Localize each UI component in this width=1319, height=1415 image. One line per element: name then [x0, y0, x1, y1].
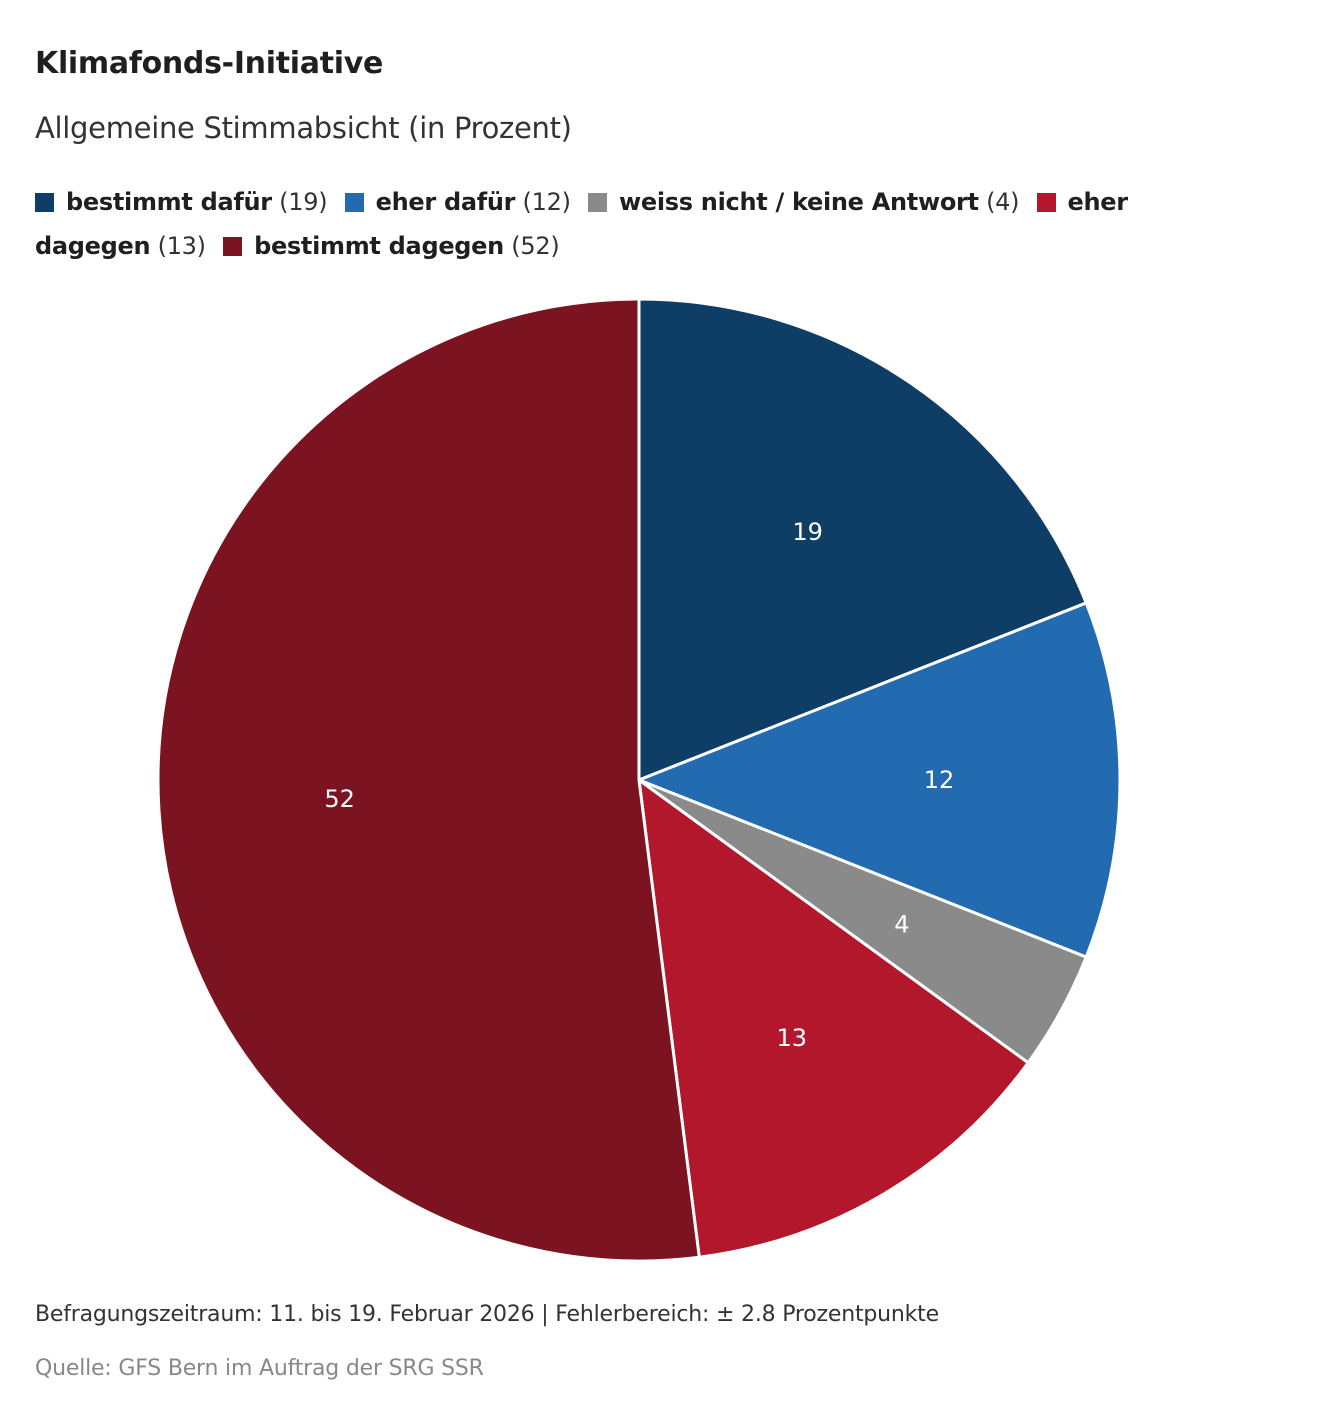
legend-item: eher dagegen (13)	[35, 188, 1128, 260]
legend-item: weiss nicht / keine Antwort (4)	[588, 188, 1020, 216]
legend-swatch	[35, 193, 54, 212]
legend-item: bestimmt dafür (19)	[35, 188, 328, 216]
chart-title: Klimafonds-Initiative	[35, 46, 384, 81]
legend-swatch	[1036, 193, 1056, 212]
data-label-weiss-nicht-keine-antwort: 4	[894, 911, 909, 939]
data-label-eher-daf-r: 12	[924, 766, 955, 794]
pie-slice-eher-daf-r	[637, 601, 1122, 959]
legend-value: (52)	[511, 232, 560, 260]
pie-slice-bestimmt-dagegen	[156, 297, 701, 1263]
legend-label: eher dafür	[375, 188, 516, 216]
legend-label: bestimmt dafür	[66, 188, 272, 216]
pie-slice-bestimmt-daf-r	[637, 297, 1088, 782]
legend-swatch	[223, 237, 243, 256]
legend-swatch	[344, 193, 364, 212]
source-note: Quelle: GFS Bern im Auftrag der SRG SSR	[35, 1356, 484, 1381]
chart-subtitle: Allgemeine Stimmabsicht (in Prozent)	[35, 111, 572, 145]
legend-item: bestimmt dagegen (52)	[223, 232, 560, 260]
legend-swatch	[588, 193, 607, 212]
data-label-eher-dagegen: 13	[776, 1024, 807, 1052]
legend: bestimmt dafür (19) eher dafür (12) weis…	[35, 180, 1235, 268]
footnote: Befragungszeitraum: 11. bis 19. Februar …	[35, 1302, 939, 1327]
legend-value: (19)	[279, 188, 328, 216]
data-label-bestimmt-daf-r: 19	[792, 518, 823, 546]
legend-value: (13)	[157, 232, 206, 260]
data-label-bestimmt-dagegen: 52	[324, 785, 355, 813]
legend-label: weiss nicht / keine Antwort	[619, 188, 979, 216]
legend-value: (12)	[522, 188, 571, 216]
legend-item: eher dafür (12)	[344, 188, 571, 216]
legend-label: bestimmt dagegen	[254, 232, 504, 260]
legend-label: eher dagegen	[35, 188, 1128, 260]
legend-value: (4)	[986, 188, 1020, 216]
pie-slice-eher-dagegen	[637, 778, 1030, 1259]
